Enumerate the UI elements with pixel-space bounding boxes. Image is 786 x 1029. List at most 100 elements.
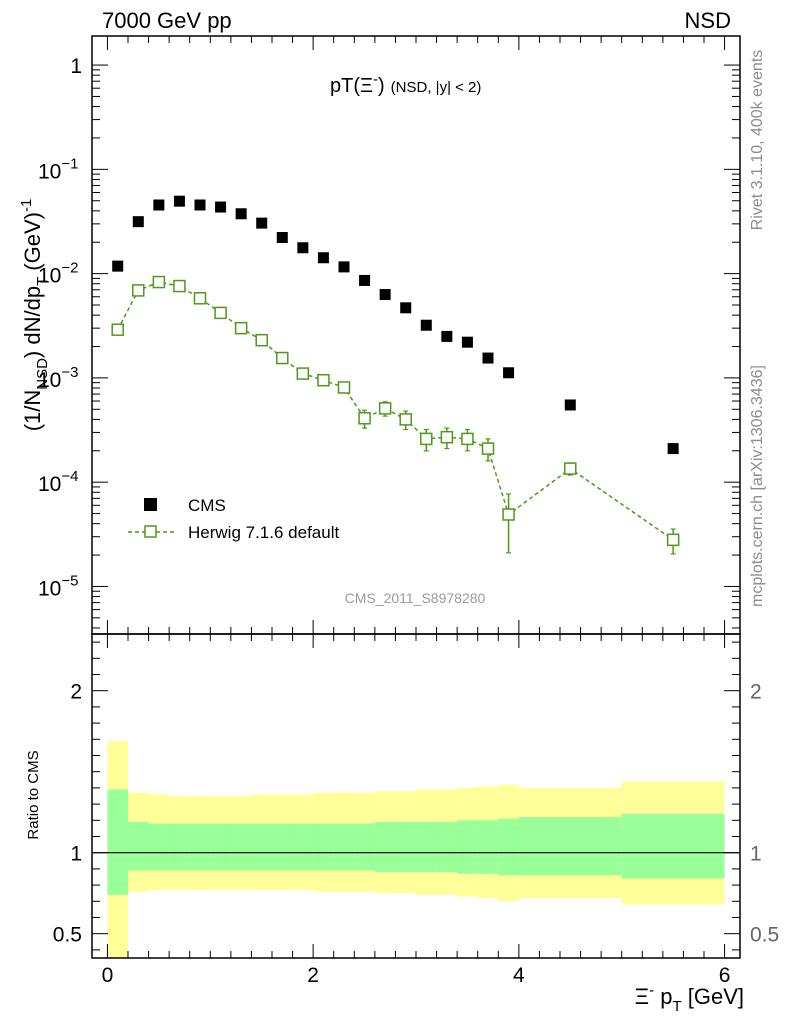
ratio-inner-band-3 (169, 823, 190, 871)
cms-point (256, 217, 268, 229)
y-tick-exp: −3 (61, 364, 78, 381)
y-label-c-sup: -1 (18, 199, 35, 212)
y-label-c: (GeV) (20, 212, 45, 271)
cms-point (173, 195, 185, 207)
plot-title-close: ) (378, 75, 385, 97)
legend-cms-marker (144, 498, 157, 511)
herwig-point (440, 430, 454, 444)
ratio-inner-band-13 (374, 821, 396, 873)
legend-cms-label: CMS (188, 496, 226, 515)
herwig-point (461, 432, 474, 446)
ratio-inner-band-19 (498, 818, 519, 876)
herwig-point (193, 292, 207, 305)
ratio-inner-band-16 (436, 821, 458, 873)
ratio-inner-band-18 (477, 820, 499, 874)
ratio-y-tick-label-right-1: 1 (750, 843, 762, 866)
ratio-y-tick-label-right-2: 2 (750, 681, 762, 704)
y-label-a: (1/N (20, 390, 45, 432)
herwig-point (317, 373, 330, 387)
herwig-point (420, 432, 433, 446)
ratio-panel: 0 2 4 6 0.5 0.5 1 1 2 2 Ratio to CMS (25, 633, 779, 987)
herwig-point (214, 306, 227, 320)
cms-point (194, 199, 206, 211)
plot-title-main: pT(Ξ (330, 75, 373, 97)
herwig-point (255, 333, 268, 347)
y-tick-label-1: 10−1 (38, 155, 78, 183)
herwig-point (564, 462, 577, 475)
cms-point (215, 201, 227, 213)
cms-point (235, 208, 247, 220)
y-tick-base: 10 (38, 577, 61, 600)
ratio-inner-band-9 (292, 823, 314, 871)
ratio-inner-band-11 (333, 823, 355, 871)
cms-point (482, 352, 494, 364)
y-tick-exp: −5 (61, 572, 78, 589)
ratio-inner-band-14 (395, 821, 416, 873)
ratio-inner-band-20 (518, 817, 622, 876)
x-label-unit: [GeV] (682, 984, 744, 1009)
ratio-inner-band-17 (457, 820, 478, 874)
y-tick-label-3: 10−3 (38, 364, 78, 392)
rivet-version-label: Rivet 3.1.10, 400k events (749, 50, 766, 231)
y-tick-base: 10 (38, 369, 61, 392)
x-label-sub: T (672, 998, 681, 1015)
ratio-inner-band-7 (251, 823, 272, 871)
cms-point (503, 367, 515, 379)
ratio-inner-band-21 (621, 813, 725, 879)
cms-point (441, 330, 453, 342)
cms-point (667, 443, 679, 455)
herwig-series (111, 275, 680, 555)
main-y-axis-label: (1/NNSD) dN/dpT (GeV)-1 (18, 199, 51, 432)
ratio-inner-band-4 (189, 823, 211, 871)
ratio-inner-band-15 (416, 821, 437, 873)
herwig-point (481, 442, 495, 455)
legend-herwig-marker (144, 525, 157, 538)
x-tick-label-4: 4 (513, 964, 525, 987)
herwig-line (117, 281, 674, 541)
ratio-inner-band-8 (272, 823, 293, 871)
cms-point (276, 232, 288, 244)
y-label-a-sub: NSD (34, 358, 51, 390)
x-tick-label-2: 2 (307, 964, 319, 987)
herwig-point (132, 284, 145, 297)
cms-point (297, 242, 309, 254)
cms-point (359, 274, 371, 286)
ratio-y-tick-label-0.5: 0.5 (53, 924, 82, 947)
plot-title-sup: - (373, 71, 378, 88)
herwig-point (502, 508, 515, 521)
cms-point (461, 336, 473, 348)
legend-herwig-label: Herwig 7.1.6 default (188, 523, 339, 542)
ratio-y-tick-label-right-0.5: 0.5 (750, 924, 779, 947)
legend: CMS Herwig 7.1.6 default (128, 496, 339, 542)
cms-point (338, 261, 350, 273)
y-tick-label-2: 10−2 (38, 260, 78, 288)
cms-point (317, 252, 329, 264)
cms-point (112, 260, 124, 272)
x-tick-label-6: 6 (719, 964, 731, 987)
x-label-sym: Ξ (635, 984, 649, 1009)
y-tick-base: 10 (38, 160, 61, 183)
y-tick-label-5: 10−5 (38, 572, 78, 600)
herwig-point (152, 275, 166, 289)
y-tick-label-4: 10−4 (38, 468, 78, 496)
herwig-point (399, 413, 412, 426)
cms-point (153, 199, 165, 211)
header-process-label: NSD (685, 8, 731, 33)
herwig-point (378, 402, 392, 415)
y-tick-label-0: 1 (70, 55, 82, 78)
cms-series (112, 195, 679, 455)
y-label-b: ) dN/dp (20, 286, 45, 358)
plot-title-small: (NSD, |y| < 2) (391, 79, 482, 96)
ratio-inner-band-2 (148, 823, 170, 871)
x-label-text: p (654, 984, 672, 1009)
herwig-point (666, 533, 680, 547)
ratio-inner-band-6 (230, 823, 252, 871)
analysis-watermark: CMS_2011_S8978280 (345, 590, 486, 606)
source-url-label: mcplots.cern.ch [arXiv:1306.3436] (749, 365, 766, 607)
y-tick-base: 10 (38, 265, 61, 288)
herwig-point (358, 412, 371, 425)
cms-point (400, 302, 412, 314)
x-axis-label: Ξ- pT [GeV] (635, 982, 744, 1015)
